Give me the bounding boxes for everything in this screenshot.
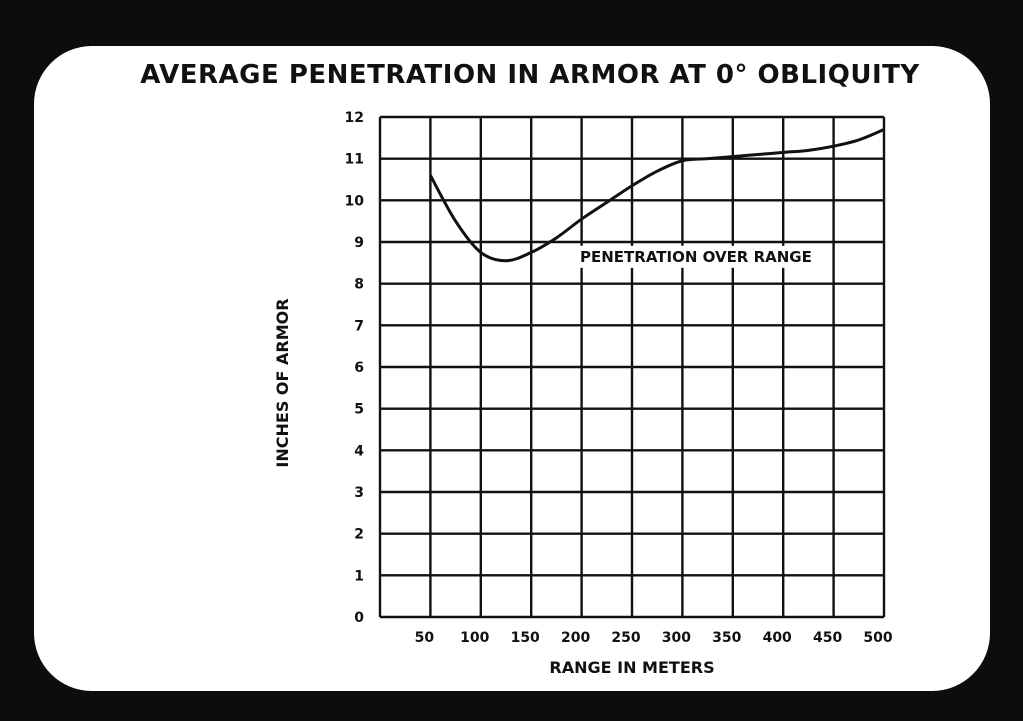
- x-tick-label: 100: [460, 630, 489, 646]
- x-tick-label: 150: [511, 630, 540, 646]
- y-tick-label: 0: [354, 610, 364, 626]
- x-tick-label: 200: [561, 630, 590, 646]
- y-tick-label: 2: [354, 527, 364, 543]
- y-tick-label: 5: [354, 402, 364, 418]
- annotation-background: [576, 245, 832, 268]
- x-axis-label: RANGE IN METERS: [549, 658, 714, 677]
- x-tick-label: 300: [662, 630, 691, 646]
- chart-panel: [34, 46, 990, 691]
- x-tick-label: 500: [863, 630, 892, 646]
- chart-title: AVERAGE PENETRATION IN ARMOR AT 0° OBLIQ…: [140, 60, 920, 90]
- y-tick-label: 1: [354, 568, 364, 584]
- series-annotation-label: PENETRATION OVER RANGE: [580, 248, 812, 266]
- x-tick-label: 450: [813, 630, 842, 646]
- penetration-curve: [429, 128, 885, 263]
- x-tick-label: 400: [763, 630, 792, 646]
- y-tick-label: 8: [354, 277, 364, 293]
- x-tick-label: 250: [611, 630, 640, 646]
- y-tick-label: 12: [345, 110, 364, 126]
- y-axis-label: INCHES OF ARMOR: [273, 298, 292, 467]
- x-tick-label: 50: [415, 630, 435, 646]
- y-tick-label: 4: [354, 443, 364, 459]
- x-tick-label: 350: [712, 630, 741, 646]
- y-tick-label: 10: [345, 193, 365, 209]
- y-tick-label: 7: [354, 318, 364, 334]
- y-tick-label: 11: [345, 152, 364, 168]
- y-tick-label: 6: [354, 360, 364, 376]
- y-tick-label: 3: [354, 485, 364, 501]
- y-tick-label: 9: [354, 235, 364, 251]
